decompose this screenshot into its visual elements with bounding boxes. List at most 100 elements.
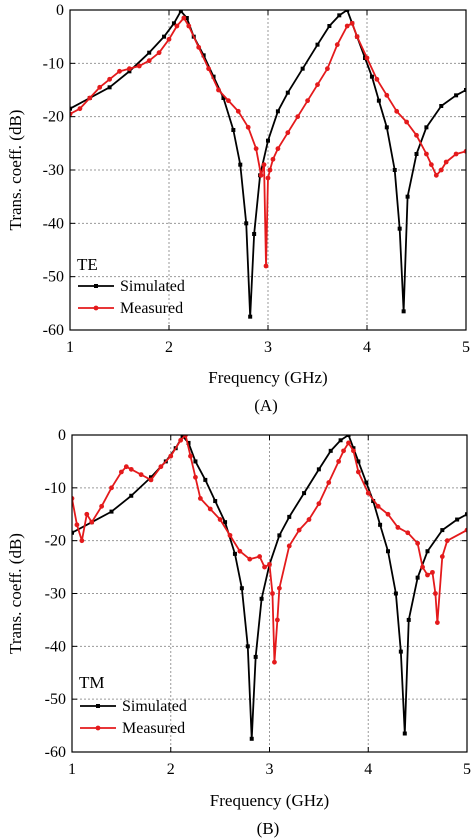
data-point-simulated	[162, 34, 167, 39]
data-point-simulated	[287, 514, 292, 519]
data-point-measured	[351, 448, 356, 454]
data-point-measured	[275, 617, 280, 623]
data-point-measured	[235, 108, 241, 114]
data-point-simulated	[315, 42, 320, 47]
data-point-simulated	[249, 736, 254, 741]
data-point-measured	[424, 151, 429, 157]
data-point-simulated	[211, 74, 216, 79]
data-point-measured	[79, 538, 85, 544]
data-point-simulated	[300, 66, 305, 71]
data-point-simulated	[239, 586, 244, 591]
data-point-simulated	[109, 509, 114, 514]
data-point-measured	[84, 511, 90, 517]
x-tick-label: 4	[363, 339, 371, 356]
data-point-simulated	[337, 13, 342, 18]
data-point-measured	[453, 151, 459, 157]
legend: Simulated Measured	[80, 698, 187, 737]
data-point-measured	[207, 506, 213, 512]
data-point-measured	[334, 42, 340, 48]
data-point-measured	[404, 119, 409, 125]
data-point-measured	[267, 167, 273, 173]
data-point-measured	[168, 453, 174, 459]
data-point-simulated	[351, 446, 356, 451]
x-tick-label: 3	[266, 761, 274, 778]
data-point-measured	[415, 540, 421, 546]
data-point-measured	[305, 98, 310, 104]
chart-panel-a: 1 2 3 4 5 0 -10 -20 -30 -40 -50 -60 Frequency (GHz) T…	[6, 2, 470, 387]
data-point-measured	[216, 87, 221, 93]
data-point-measured	[355, 469, 361, 475]
data-point-measured	[188, 453, 193, 459]
data-point-measured	[117, 68, 122, 74]
y-tick-label: 0	[56, 2, 64, 19]
data-point-measured	[439, 554, 445, 559]
data-point-measured	[148, 477, 154, 483]
data-point-measured	[237, 548, 243, 554]
data-point-measured	[136, 63, 142, 69]
legend-marker	[94, 284, 98, 288]
data-point-simulated	[405, 194, 410, 199]
data-point-measured	[99, 503, 105, 509]
data-point-simulated	[384, 125, 389, 130]
y-tick-label: -20	[45, 533, 66, 550]
data-point-measured	[262, 564, 267, 570]
data-point-measured	[270, 156, 276, 162]
data-point-measured	[138, 472, 144, 478]
data-point-measured	[89, 519, 95, 525]
data-point-simulated	[455, 517, 460, 522]
data-point-measured	[336, 459, 342, 464]
data-point-measured	[97, 84, 103, 90]
data-point-measured	[267, 562, 272, 567]
data-point-measured	[156, 50, 162, 56]
data-point-measured	[414, 132, 419, 138]
data-point-measured	[158, 464, 164, 470]
x-tick-label: 3	[264, 339, 272, 356]
data-point-simulated	[397, 226, 402, 231]
data-point-measured	[341, 448, 346, 454]
data-point-simulated	[70, 106, 72, 111]
data-point-measured	[354, 34, 360, 40]
data-point-measured	[276, 585, 282, 591]
y-tick-label: -40	[45, 638, 66, 655]
x-tick-label: 1	[68, 761, 76, 778]
data-point-measured	[87, 95, 93, 101]
data-point-simulated	[464, 88, 466, 92]
data-point-simulated	[277, 533, 282, 538]
plot-data	[70, 10, 466, 319]
y-tick-label: 0	[58, 427, 66, 444]
data-point-simulated	[439, 104, 444, 108]
data-point-simulated	[193, 459, 198, 464]
data-point-measured	[126, 66, 132, 72]
data-point-simulated	[232, 551, 237, 556]
mode-label: TE	[77, 255, 98, 274]
data-point-simulated	[253, 654, 258, 659]
data-point-simulated	[302, 491, 307, 496]
y-tick-label: -10	[43, 55, 64, 72]
x-axis-title: Frequency (GHz)	[210, 791, 329, 810]
x-axis-title: Frequency (GHz)	[208, 368, 327, 387]
legend-marker	[95, 725, 101, 731]
x-tick-label: 4	[364, 761, 372, 778]
panel-caption-b: (B)	[257, 819, 280, 838]
y-tick-label: -50	[43, 269, 64, 286]
data-point-measured	[118, 469, 124, 475]
data-point-measured	[385, 511, 391, 517]
legend-marker	[96, 704, 100, 708]
legend-marker	[93, 305, 99, 311]
data-point-measured	[428, 162, 434, 168]
data-point-simulated	[454, 93, 459, 98]
data-point-simulated	[402, 731, 407, 736]
data-point-simulated	[327, 24, 332, 28]
data-point-measured	[257, 554, 263, 559]
data-point-simulated	[129, 493, 134, 498]
data-point-simulated	[127, 69, 132, 74]
data-point-simulated	[238, 162, 243, 167]
data-point-simulated	[386, 549, 390, 554]
data-point-measured	[270, 591, 275, 596]
data-point-measured	[227, 532, 233, 538]
y-tick-label: -20	[43, 109, 64, 126]
data-point-measured	[181, 15, 187, 21]
data-point-measured	[197, 496, 203, 501]
data-point-simulated	[424, 125, 429, 130]
